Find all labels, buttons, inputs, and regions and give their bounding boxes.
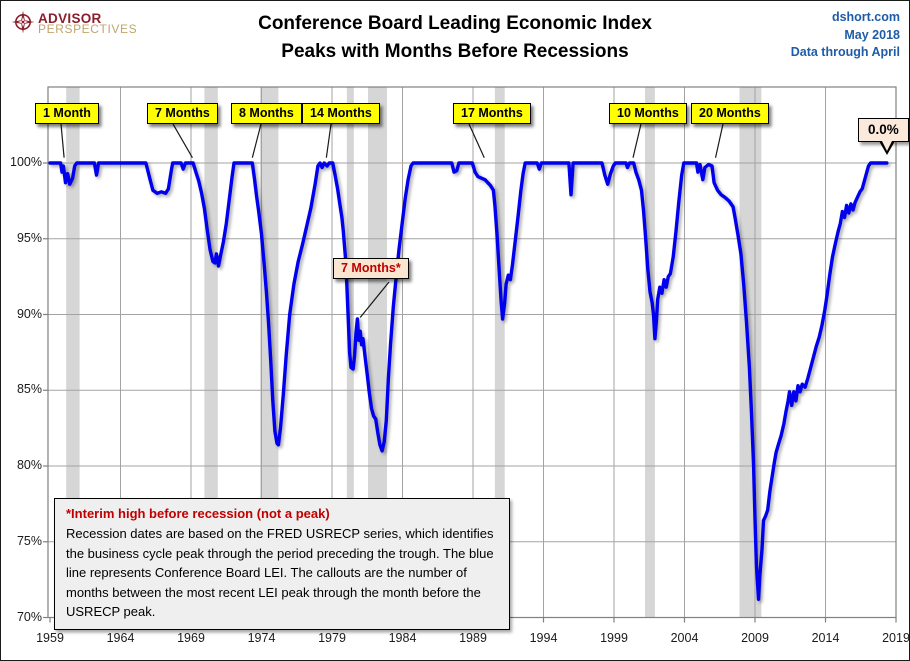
current-value-bubble: 0.0% <box>858 118 909 155</box>
callout-20-months: 20 Months <box>691 103 769 124</box>
callout-leader-line <box>632 123 642 158</box>
title-line-1: Conference Board Leading Economic Index <box>258 13 652 34</box>
callout-leader-line <box>172 123 193 158</box>
x-axis-tick-label: 2019 <box>882 630 910 645</box>
x-axis-tick-label: 2009 <box>741 630 769 645</box>
source-attribution: dshort.com May 2018 Data through April <box>791 9 900 62</box>
logo-perspectives: PERSPECTIVES <box>38 22 138 36</box>
footnote-body: Recession dates are based on the FRED US… <box>66 526 494 619</box>
recession-band <box>204 87 218 618</box>
callout-leader-line <box>468 123 485 158</box>
x-axis-tick-label: 1994 <box>529 630 558 645</box>
x-axis-tick-label: 2004 <box>670 630 699 645</box>
y-axis-tick-label: 80% <box>16 458 42 472</box>
callout-10-months: 10 Months <box>609 103 687 124</box>
callout-leader-line <box>251 123 262 158</box>
advisor-perspectives-logo: ADVISOR PERSPECTIVES <box>11 10 137 39</box>
x-axis-tick-label: 1959 <box>36 630 64 645</box>
logo-text: ADVISOR PERSPECTIVES <box>38 10 137 35</box>
title-line-2: Peaks with Months Before Recessions <box>281 41 629 62</box>
y-axis-tick-label: 100% <box>10 155 42 169</box>
source-site: dshort.com <box>831 10 900 24</box>
recession-band <box>66 87 80 618</box>
x-axis-tick-label: 2014 <box>811 630 840 645</box>
recession-band <box>494 87 505 618</box>
y-axis-tick-label: 70% <box>16 609 42 624</box>
footnote-title: *Interim high before recession (not a pe… <box>66 506 330 521</box>
recession-band <box>367 87 387 618</box>
callout-7-months: 7 Months <box>147 103 218 124</box>
callout-8-months: 8 Months <box>231 103 302 124</box>
callout-leader-line <box>325 123 332 158</box>
recession-band <box>739 87 762 618</box>
logo-advisor: ADVISOR <box>38 11 102 26</box>
x-axis-tick-label: 1999 <box>600 630 628 645</box>
callout-leader-line <box>60 123 65 158</box>
y-axis-tick-label: 90% <box>16 306 42 321</box>
page-title: Conference Board Leading Economic Index … <box>1 10 909 66</box>
lei-series-line <box>48 161 889 601</box>
callout-17-months: 17 Months <box>453 103 531 124</box>
x-axis-tick-label: 1979 <box>318 630 346 645</box>
source-note: Data through April <box>790 45 900 59</box>
callout-7-months-interim: 7 Months* <box>333 258 409 279</box>
recession-band <box>645 87 655 618</box>
y-axis-tick-label: 85% <box>16 382 42 397</box>
y-axis-tick-label: 75% <box>16 533 42 548</box>
callout-1-month: 1 Month <box>35 103 99 124</box>
callout-leader-line <box>714 123 724 158</box>
x-axis-tick-label: 1969 <box>177 630 205 645</box>
x-axis-tick-label: 1984 <box>388 630 417 645</box>
source-date: May 2018 <box>844 27 900 42</box>
compass-icon <box>11 10 35 39</box>
x-axis-tick-label: 1989 <box>459 630 487 645</box>
footnote-box: *Interim high before recession (not a pe… <box>54 498 510 630</box>
x-axis-tick-label: 1974 <box>247 630 276 645</box>
x-axis-tick-label: 1964 <box>106 630 135 645</box>
y-axis-tick-label: 95% <box>16 230 42 245</box>
callout-14-months: 14 Months <box>302 103 380 124</box>
callout-leader-line <box>359 281 390 318</box>
